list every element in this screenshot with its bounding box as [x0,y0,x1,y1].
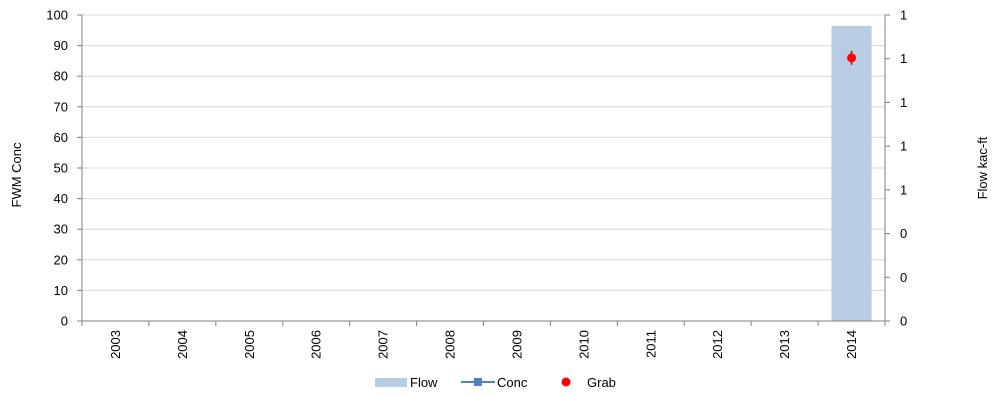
y2-tick-label: 1 [900,51,907,66]
legend-conc-label: Conc [497,375,528,390]
x-tick-label: 2013 [777,330,792,359]
legend-grab-label: Grab [587,375,616,390]
y-tick-label: 90 [54,38,68,53]
legend-conc-marker [474,378,482,386]
y-tick-label: 60 [54,130,68,145]
y-tick-label: 10 [54,283,68,298]
x-tick-label: 2004 [175,330,190,359]
y-axis-title: FWM Conc [9,142,24,208]
x-axis-ticks: 2003 2004 2005 2006 2007 2008 2009 2010 2011 2012… [81,321,886,359]
flow-bars [831,25,872,322]
y2-axis-title: Flow kac-ft [975,136,990,199]
right-axis-ticks: 0 0 0 1 1 1 1 1 [885,8,907,329]
legend-grab-marker [561,377,571,387]
left-axis-ticks: 0 10 20 30 40 50 60 70 80 90 100 [46,8,82,329]
y2-tick-label: 1 [900,95,907,110]
x-tick-label: 2014 [844,330,859,359]
y2-tick-label: 1 [900,139,907,154]
y2-tick-label: 0 [900,314,907,329]
x-tick-label: 2003 [108,330,123,359]
x-tick-label: 2005 [242,330,257,359]
x-tick-label: 2012 [710,330,725,359]
flow-bar [831,25,872,322]
x-tick-label: 2007 [376,330,391,359]
y-tick-label: 70 [54,99,68,114]
legend-flow-swatch [375,378,407,387]
y-tick-label: 40 [54,191,68,206]
y2-tick-label: 0 [900,270,907,285]
y-tick-label: 20 [54,252,68,267]
grab-point [847,53,857,63]
x-tick-label: 2009 [509,330,524,359]
grab-points [847,50,857,65]
legend-flow-label: Flow [410,375,438,390]
x-tick-label: 2006 [309,330,324,359]
y2-tick-label: 0 [900,226,907,241]
y-tick-label: 50 [54,161,68,176]
y-tick-label: 30 [54,222,68,237]
y2-tick-label: 1 [900,8,907,23]
x-tick-label: 2010 [576,330,591,359]
y-tick-label: 0 [61,314,68,329]
x-tick-label: 2008 [443,330,458,359]
legend: Flow Conc Grab [375,375,616,390]
y2-tick-label: 1 [900,182,907,197]
x-tick-label: 2011 [643,330,658,358]
gridlines [82,14,885,291]
y-tick-label: 80 [54,69,68,84]
y-tick-label: 100 [46,8,68,23]
